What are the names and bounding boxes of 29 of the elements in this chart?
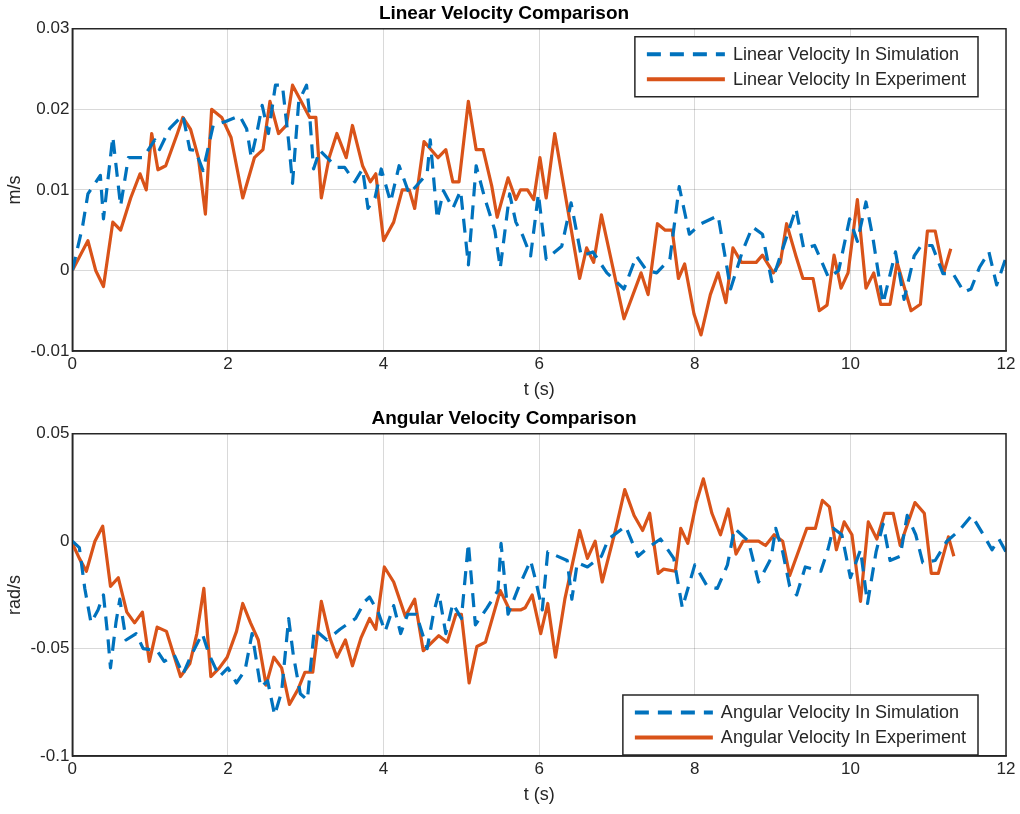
y-tick-label: 0 — [59, 260, 70, 280]
chart-title: Angular Velocity Comparison — [371, 406, 637, 428]
y-tick-label: 0.01 — [36, 179, 70, 199]
x-tick-label: 4 — [378, 353, 389, 373]
y-axis-title: m/s — [3, 175, 24, 205]
x-tick-label: 8 — [690, 353, 700, 373]
x-tick-label: 8 — [690, 758, 700, 778]
legend-label: Angular Velocity In Simulation — [720, 702, 960, 723]
x-tick-label: 12 — [996, 353, 1016, 373]
x-tick-label: 12 — [996, 758, 1016, 778]
x-tick-label: 2 — [223, 353, 233, 373]
x-tick-label: 10 — [840, 758, 860, 778]
x-tick-label: 6 — [534, 758, 544, 778]
x-tick-label: 10 — [840, 353, 860, 373]
legend-label: Linear Velocity In Simulation — [732, 44, 959, 65]
legend-label: Angular Velocity In Experiment — [720, 727, 967, 748]
chart-title: Linear Velocity Comparison — [378, 1, 630, 23]
legend-label: Linear Velocity In Experiment — [732, 69, 966, 90]
x-tick-label: 4 — [378, 758, 389, 778]
y-tick-label: 0.02 — [36, 99, 70, 119]
y-tick-label: -0.05 — [30, 638, 70, 658]
y-tick-label: 0.05 — [36, 423, 70, 443]
x-axis-title: t (s) — [523, 379, 555, 400]
y-tick-label: 0 — [59, 530, 70, 550]
x-tick-label: 2 — [223, 758, 233, 778]
x-axis-title: t (s) — [523, 784, 555, 805]
x-tick-label: 6 — [534, 353, 544, 373]
y-axis-title: rad/s — [3, 574, 24, 615]
y-tick-label: 0.03 — [36, 18, 70, 38]
